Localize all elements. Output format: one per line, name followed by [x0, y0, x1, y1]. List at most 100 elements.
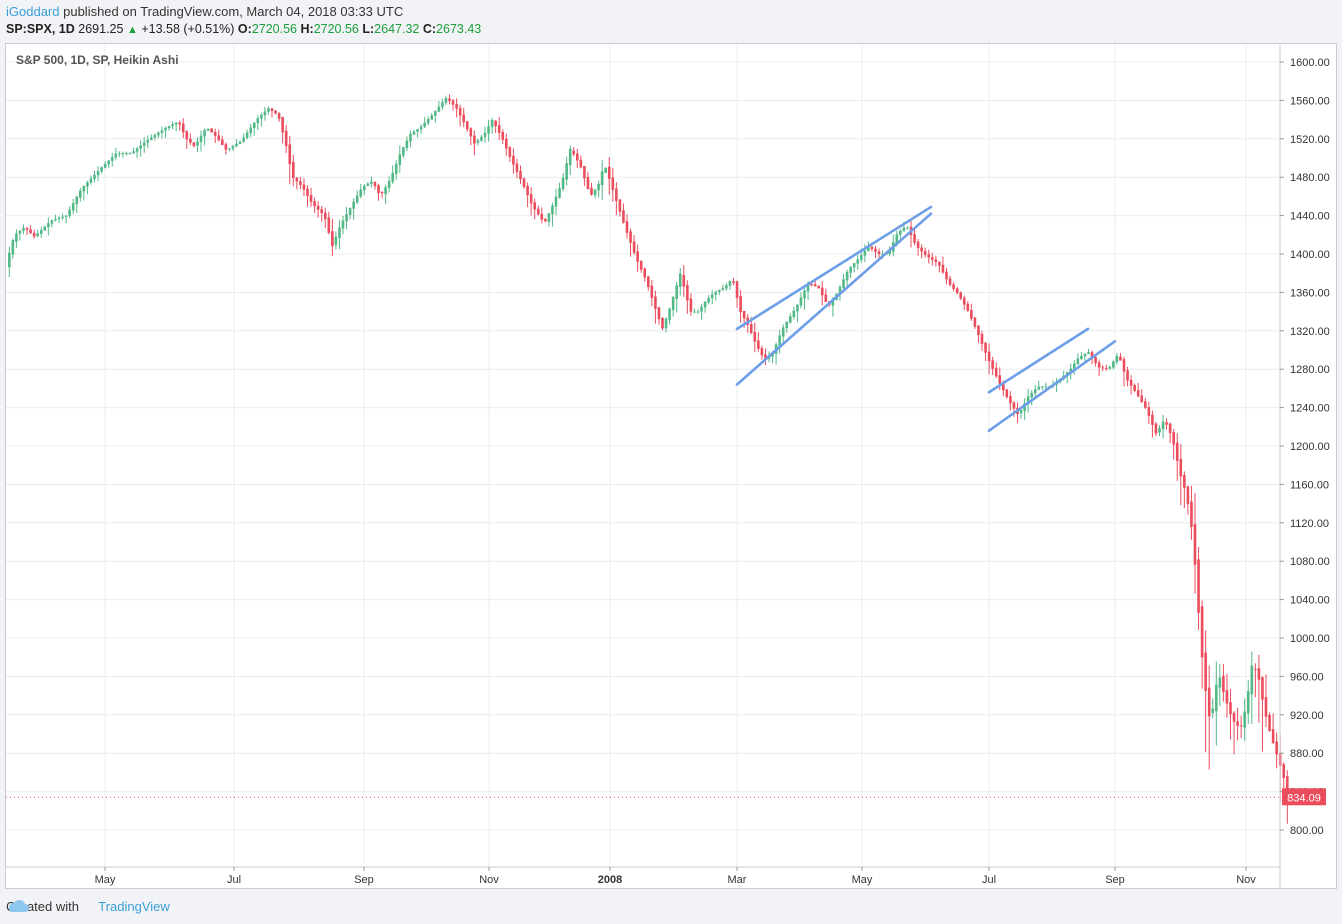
candle-body [536, 208, 540, 215]
author-link[interactable]: iGoddard [6, 4, 60, 19]
tradingview-link[interactable]: TradingView [98, 899, 170, 914]
candle-body [1151, 414, 1154, 425]
candle-body [224, 144, 228, 150]
candle-body [15, 233, 18, 242]
candle-body [249, 127, 252, 134]
candle-body [923, 251, 927, 255]
candle-body [1012, 402, 1016, 409]
candle-body [416, 129, 419, 132]
candle-body [647, 276, 650, 288]
candle-body [380, 192, 384, 194]
candle-body [93, 174, 96, 180]
candle-body [856, 259, 860, 264]
candle-body [586, 176, 590, 190]
candle-body [558, 187, 561, 198]
candle-body [426, 119, 430, 124]
price-chart[interactable]: 1600.00 1560.00 1520.00 1480.00 1440.00 1400.… [6, 44, 1336, 888]
candle-body [157, 132, 160, 136]
candle-body [945, 271, 948, 280]
candle-body [931, 257, 934, 260]
candle-body [132, 151, 135, 154]
candle-body [384, 187, 387, 195]
candle-body [338, 227, 341, 239]
candle-body [607, 166, 611, 179]
low-label: L: [362, 22, 375, 36]
candle-body [118, 153, 121, 155]
change-value: +13.58 (+0.51%) [141, 22, 235, 36]
candle-body [1002, 382, 1005, 391]
candle-body [817, 285, 820, 289]
candle-body [462, 114, 465, 123]
candle-body [444, 97, 448, 103]
candle-body [902, 227, 906, 232]
candle-body [448, 98, 451, 101]
candle-body [732, 281, 735, 284]
candle-body [657, 307, 661, 320]
price-tick-label: 1200.00 [1290, 441, 1330, 453]
candle-body [796, 304, 799, 312]
candle-body [178, 122, 181, 125]
candle-body [341, 220, 345, 229]
candle-body [1069, 368, 1073, 373]
chart-panel[interactable]: 1600.00 1560.00 1520.00 1480.00 1440.00 1400.… [5, 43, 1337, 889]
candle-body [1271, 729, 1275, 743]
candle-body [994, 367, 998, 377]
candle-body [1041, 386, 1044, 388]
candle-body [877, 251, 881, 254]
trend-line[interactable] [735, 205, 933, 331]
candle-body [757, 340, 760, 349]
candle-body [302, 184, 306, 190]
candle-body [760, 348, 764, 356]
candle-body [966, 303, 970, 311]
symbol-label: SP:SPX, 1D [6, 22, 75, 36]
candle-body [1158, 428, 1161, 433]
candle-body [497, 125, 501, 133]
candle-body [1144, 401, 1147, 408]
candle-body [899, 230, 902, 235]
candle-body [615, 188, 618, 201]
candle-body [568, 148, 572, 166]
candle-body [196, 141, 199, 146]
candle-body [970, 309, 973, 319]
candle-body [1257, 668, 1261, 680]
candle-body [434, 111, 437, 116]
candle-body [824, 294, 828, 302]
candle-body [639, 260, 643, 270]
open-value: 2720.56 [251, 22, 297, 36]
last-price-label: 834.09 [1287, 792, 1321, 804]
candle-body [671, 297, 675, 310]
time-tick-label: Sep [354, 874, 374, 886]
candle-body [742, 310, 746, 319]
trend-line[interactable] [735, 212, 933, 386]
candle-body [359, 189, 363, 197]
price-tick-label: 1160.00 [1290, 479, 1329, 491]
candle-body [888, 250, 891, 254]
candle-body [114, 153, 118, 158]
candle-body [540, 213, 544, 220]
candle-body [110, 157, 114, 161]
candle-body [1033, 389, 1037, 394]
high-label: H: [300, 22, 314, 36]
candle-body [1246, 691, 1250, 714]
candle-body [167, 125, 171, 129]
candle-body [490, 119, 494, 128]
trend-line[interactable] [987, 327, 1090, 394]
candle-body [366, 183, 370, 186]
trend-line[interactable] [987, 340, 1117, 432]
candle-body [643, 268, 647, 278]
candle-body [306, 188, 309, 196]
candle-body [192, 142, 196, 147]
candle-body [916, 241, 920, 249]
published-text: published on TradingView.com, March 04, … [63, 4, 404, 19]
candle-body [1229, 702, 1232, 715]
candle-body [962, 297, 966, 305]
candle-body [206, 129, 210, 131]
candle-body [231, 146, 235, 149]
candle-body [1193, 524, 1197, 565]
candle-body [863, 250, 867, 256]
candle-body [327, 217, 331, 233]
candle-body [700, 306, 703, 312]
candle-body [1005, 389, 1009, 398]
candle-body [79, 190, 82, 198]
candle-body [980, 333, 984, 344]
